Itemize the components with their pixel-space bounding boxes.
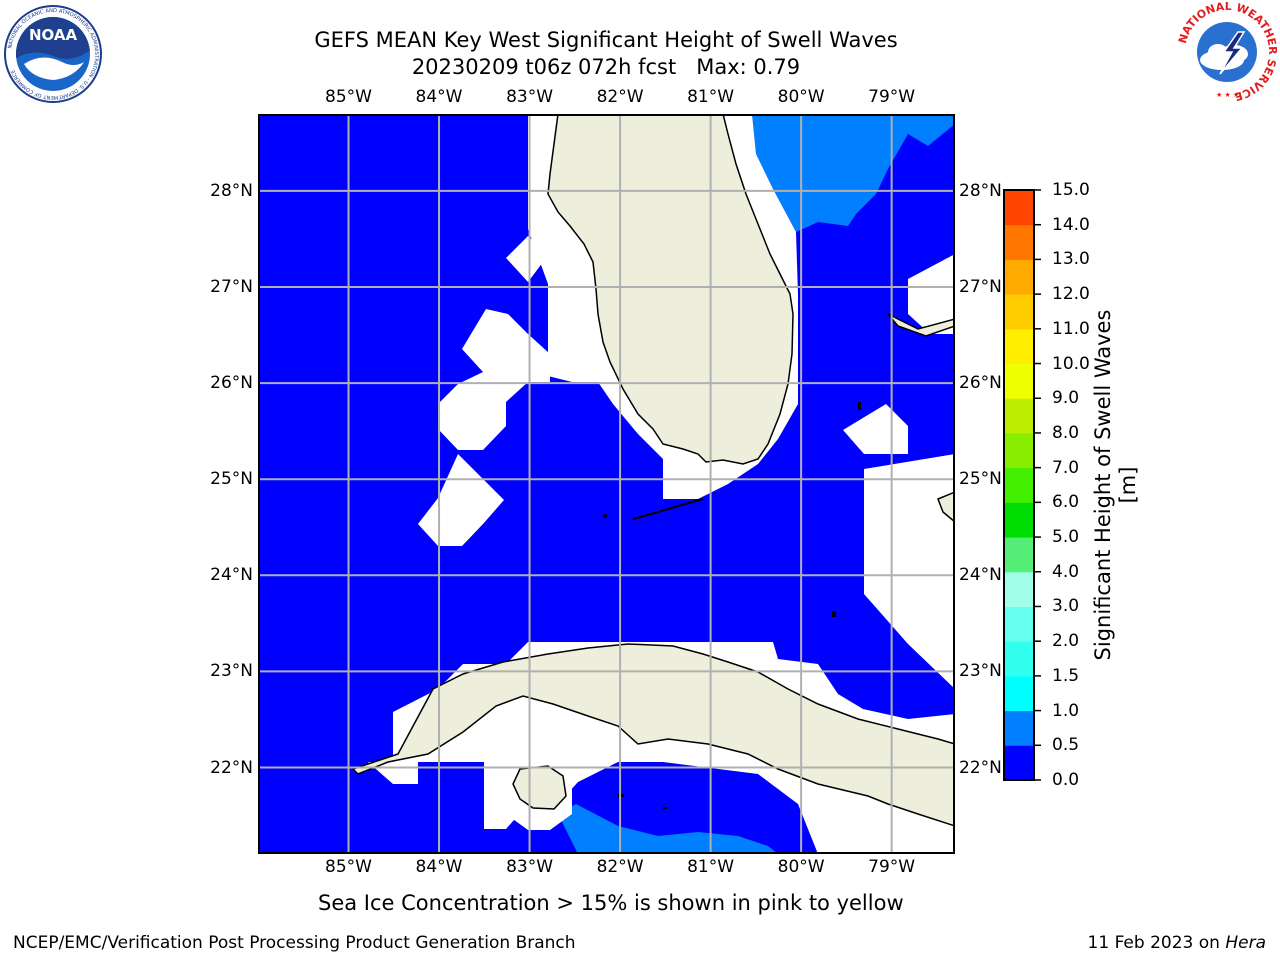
colorbar-segment <box>1004 641 1034 677</box>
lat-tick-right: 24°N <box>959 565 1002 586</box>
footer-credit: NCEP/EMC/Verification Post Processing Pr… <box>13 933 576 953</box>
colorbar-tick-label: 1.0 <box>1052 700 1080 721</box>
lat-tick-left: 28°N <box>210 180 253 201</box>
colorbar-tick-label: 5.0 <box>1052 527 1080 548</box>
sea-ice-note: Sea Ice Concentration > 15% is shown in … <box>318 891 904 915</box>
colorbar-segment <box>1004 328 1034 365</box>
colorbar-segment <box>1004 259 1034 295</box>
lat-tick-right: 27°N <box>959 276 1002 297</box>
footer-date-text: 11 Feb 2023 on <box>1087 933 1226 953</box>
colorbar-segment <box>1004 398 1034 434</box>
colorbar-tick-label: 15.0 <box>1052 180 1090 200</box>
colorbar-segment <box>1004 363 1034 399</box>
colorbar-segment <box>1004 190 1034 226</box>
colorbar-segment <box>1004 537 1034 573</box>
colorbar-tick-label: 3.0 <box>1052 596 1080 617</box>
map-title: GEFS MEAN Key West Significant Height of… <box>314 28 898 52</box>
lon-tick-bottom: 83°W <box>506 857 554 877</box>
lon-tick-bottom: 82°W <box>596 857 644 877</box>
land-isla-de-la-juventud <box>512 765 567 810</box>
lat-tick-left: 23°N <box>210 661 253 682</box>
nws-logo: NATIONAL WEATHER SERVICE ★ ★ ★ <box>1176 2 1278 102</box>
colorbar-tick-label: 7.0 <box>1052 457 1080 478</box>
colorbar-segment <box>1004 571 1034 607</box>
swell-height-map <box>258 114 955 854</box>
lat-tick-right: 23°N <box>959 661 1002 682</box>
colorbar-tick-label: 0.5 <box>1052 735 1080 756</box>
lat-tick-right: 22°N <box>959 757 1002 778</box>
lat-tick-left: 25°N <box>210 469 253 490</box>
lon-tick-bottom: 85°W <box>325 857 372 877</box>
lon-tick-top: 85°W <box>325 87 372 107</box>
lon-tick-top: 81°W <box>687 87 735 107</box>
map-frame <box>258 114 955 854</box>
colorbar-tick-label: 12.0 <box>1052 284 1090 305</box>
lat-tick-left: 27°N <box>210 276 253 297</box>
colorbar-segment <box>1004 467 1034 503</box>
lon-tick-top: 83°W <box>506 87 554 107</box>
dry-tortugas <box>603 514 607 518</box>
colorbar-frame <box>1003 189 1035 781</box>
land-cuba <box>351 643 955 827</box>
lon-tick-top: 82°W <box>596 87 644 107</box>
land-andros <box>937 491 955 523</box>
colorbar-segment <box>1004 745 1034 781</box>
lon-tick-bottom: 81°W <box>687 857 735 877</box>
colorbar-tick-label: 10.0 <box>1052 353 1090 374</box>
colorbar-segment <box>1004 675 1034 712</box>
colorbar-tick-label: 9.0 <box>1052 388 1080 409</box>
map-subtitle-run: 20230209 t06z 072h fcst Max: 0.79 <box>411 55 801 79</box>
colorbar-tick-label: 8.0 <box>1052 422 1080 443</box>
lon-tick-bottom: 80°W <box>777 857 825 877</box>
colorbar-segment <box>1004 606 1034 642</box>
colorbar-tick-label: 11.0 <box>1052 318 1090 339</box>
colorbar-label: Significant Height of Swell Waves [m] <box>1091 309 1140 661</box>
swell-field-0.5-1.0-caribbean <box>558 804 778 854</box>
lon-tick-top: 80°W <box>777 87 825 107</box>
colorbar <box>1003 189 1041 781</box>
svg-text:★ ★ ★: ★ ★ ★ <box>1216 91 1239 99</box>
lat-tick-right: 26°N <box>959 373 1002 394</box>
colorbar-segment <box>1004 432 1034 469</box>
lon-tick-top: 84°W <box>415 87 463 107</box>
lat-tick-left: 24°N <box>210 565 253 586</box>
map-grid <box>258 114 955 854</box>
footer-host: Hera <box>1225 933 1266 953</box>
colorbar-tick-label: 14.0 <box>1052 214 1090 235</box>
colorbar-segment <box>1004 710 1034 746</box>
lon-tick-top: 79°W <box>868 87 916 107</box>
colorbar-tick-label: 6.0 <box>1052 492 1080 513</box>
colorbar-tick-label: 13.0 <box>1052 249 1090 270</box>
colorbar-tick-label: 4.0 <box>1052 561 1080 582</box>
colorbar-segment <box>1004 224 1034 260</box>
footer-date: 11 Feb 2023 on Hera <box>1088 933 1266 953</box>
swell-field-0.5-1.0-atlantic <box>752 114 955 232</box>
colorbar-tick-label: 2.0 <box>1052 631 1080 652</box>
colorbar-tick-label: 0.0 <box>1052 770 1080 790</box>
noaa-logo: NATIONAL OCEANIC AND ATMOSPHERIC ADMINIS… <box>4 5 102 103</box>
land-grand-bahama <box>887 313 955 337</box>
lat-tick-right: 28°N <box>959 180 1002 201</box>
colorbar-segment <box>1004 502 1034 538</box>
noaa-logo-text: NOAA <box>29 26 78 44</box>
colorbar-tick-label: 1.5 <box>1052 665 1080 686</box>
lon-tick-bottom: 79°W <box>868 857 916 877</box>
land-florida <box>547 114 794 465</box>
lon-tick-bottom: 84°W <box>415 857 463 877</box>
lat-tick-left: 26°N <box>210 373 253 394</box>
lat-tick-right: 25°N <box>959 469 1002 490</box>
florida-keys <box>632 498 704 520</box>
colorbar-segment <box>1004 294 1034 330</box>
lat-tick-left: 22°N <box>210 757 253 778</box>
